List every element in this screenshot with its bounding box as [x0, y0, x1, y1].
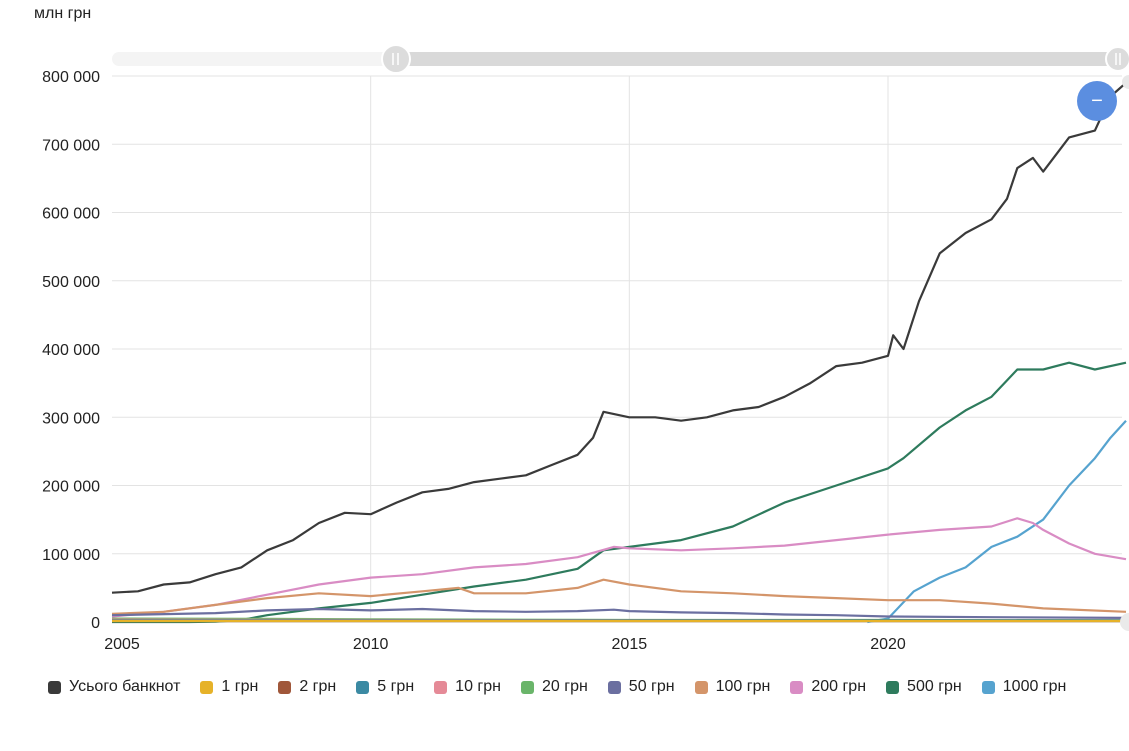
- legend-item[interactable]: 5 грн: [356, 676, 414, 698]
- legend-item[interactable]: 200 грн: [790, 676, 866, 698]
- minus-icon: −: [1091, 90, 1103, 112]
- y-axis-ticks: 0 100 000 200 000 300 000 400 000 500 000 600 …: [42, 69, 100, 632]
- navigator-selected-range[interactable]: [396, 52, 1118, 66]
- legend-label: Усього банкнот: [69, 678, 181, 695]
- bottom-right-scroll-cap: [1120, 613, 1129, 631]
- series-line: [111, 607, 1127, 620]
- legend-item[interactable]: 1 грн: [200, 676, 258, 698]
- series-line: [111, 578, 1127, 615]
- series-line: [112, 361, 1127, 624]
- legend-swatch: [790, 680, 804, 694]
- legend-label: 10 грн: [455, 678, 501, 695]
- legend-label: 50 грн: [628, 678, 675, 695]
- x-tick-label: 2010: [353, 636, 389, 653]
- y-tick-label: 200 000: [42, 479, 100, 496]
- legend-item[interactable]: Усього банкнот: [48, 676, 180, 698]
- series-line: [867, 419, 1127, 624]
- legend-swatch: [200, 680, 214, 694]
- legend-swatch: [434, 680, 448, 694]
- legend-label: 100 грн: [715, 678, 771, 695]
- legend-item[interactable]: 2 грн: [278, 676, 336, 698]
- legend-item[interactable]: 10 грн: [434, 676, 501, 698]
- y-tick-label: 300 000: [42, 410, 100, 427]
- legend-swatch: [607, 680, 621, 694]
- legend-swatch: [520, 680, 534, 694]
- x-tick-label: 2005: [104, 636, 140, 653]
- legend-label: 2 грн: [299, 678, 337, 695]
- legend-swatch: [48, 680, 61, 694]
- y-tick-label: 600 000: [42, 206, 100, 223]
- legend-swatch: [981, 680, 995, 694]
- y-tick-label: 800 000: [42, 69, 100, 86]
- legend-swatch: [886, 680, 900, 694]
- x-tick-label: 2015: [612, 636, 648, 653]
- legend-swatch: [694, 680, 708, 694]
- y-tick-label: 0: [91, 615, 100, 632]
- x-axis-ticks: 2005 2010 2015 2020: [104, 636, 906, 653]
- y-tick-label: 400 000: [42, 342, 100, 359]
- y-tick-label: 700 000: [42, 137, 100, 154]
- legend-item[interactable]: 20 грн: [520, 676, 588, 698]
- y-tick-label: 100 000: [42, 547, 100, 564]
- y-tick-label: 500 000: [42, 274, 100, 291]
- x-tick-label: 2020: [870, 636, 906, 653]
- legend-item[interactable]: 50 грн: [607, 676, 675, 698]
- legend-label: 200 грн: [811, 678, 867, 695]
- legend-label: 1000 грн: [1002, 678, 1067, 695]
- y-axis-unit-label: млн грн: [34, 5, 91, 22]
- series-lines: [111, 81, 1127, 624]
- legend-swatch: [356, 680, 370, 694]
- legend-item[interactable]: 1000 грн: [981, 676, 1067, 698]
- series-line: [111, 517, 1127, 618]
- legend-swatch: [278, 680, 292, 694]
- navigator-left-handle[interactable]: [381, 44, 411, 74]
- navigator-right-handle[interactable]: [1105, 46, 1129, 72]
- legend-label: 20 грн: [541, 678, 588, 695]
- legend-label: 5 грн: [377, 678, 415, 695]
- legend-item[interactable]: 100 грн: [694, 676, 771, 698]
- legend-label: 500 грн: [907, 678, 962, 695]
- legend-item[interactable]: 500 грн: [886, 676, 962, 698]
- series-line: [111, 81, 1127, 594]
- legend-label: 1 грн: [221, 678, 259, 695]
- top-right-scroll-cap: [1122, 75, 1129, 89]
- legend: Усього банкнот 1 грн 2 грн 5 грн 10 грн 20 гр…: [48, 676, 1123, 698]
- zoom-out-button[interactable]: −: [1077, 81, 1117, 121]
- grid: [112, 75, 1122, 623]
